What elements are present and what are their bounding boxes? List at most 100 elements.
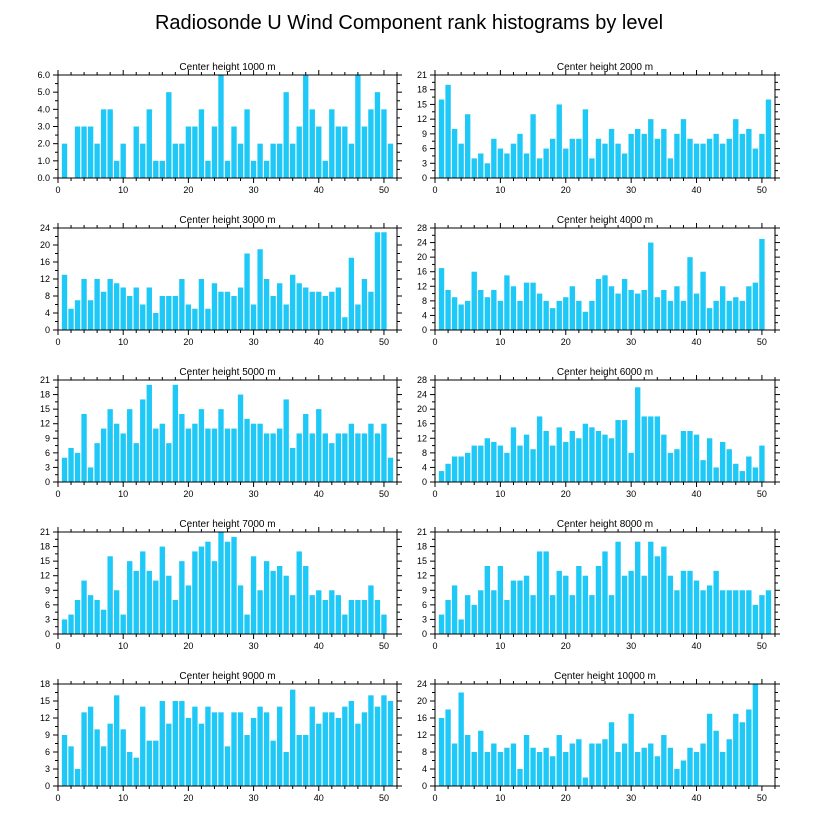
bar <box>602 143 608 178</box>
bar <box>114 160 120 178</box>
bar <box>322 296 328 330</box>
bar <box>628 570 634 634</box>
bar <box>316 723 322 786</box>
bar <box>133 443 139 482</box>
bar <box>224 291 231 330</box>
bar <box>348 423 355 482</box>
bar <box>368 291 374 330</box>
bar <box>257 590 263 634</box>
bar <box>355 304 361 330</box>
x-tick-label: 40 <box>314 793 324 803</box>
bar <box>218 75 224 178</box>
bar <box>765 590 772 634</box>
bar <box>100 746 107 786</box>
bar <box>491 743 497 786</box>
bar <box>530 114 536 178</box>
bar <box>205 541 211 634</box>
bar <box>635 752 641 786</box>
bar <box>244 109 250 178</box>
y-tick-label: 21 <box>40 375 50 385</box>
panel-title: Center height 10000 m <box>554 671 656 682</box>
bar <box>635 293 641 330</box>
y-tick-label: 1.0 <box>37 156 50 166</box>
bar <box>290 143 296 178</box>
bar <box>381 109 387 178</box>
bar <box>303 566 309 634</box>
bar <box>374 232 381 330</box>
bar <box>290 689 296 786</box>
bar <box>231 712 237 786</box>
bar <box>530 449 536 482</box>
panels-group: Center height 1000 m 0.0 1.0 2.0 3.0 4.0 5.0 6.… <box>37 62 780 803</box>
bar <box>720 752 726 786</box>
bar <box>218 532 224 634</box>
x-tick-label: 50 <box>379 489 389 499</box>
bar <box>530 282 536 330</box>
x-tick-label: 40 <box>692 641 702 651</box>
panel-8: Center height 8000 m 0 3 6 9 12 15 18 21 0 10 20 30 4… <box>417 519 780 651</box>
y-tick-label: 6 <box>45 747 50 757</box>
bar <box>283 92 289 178</box>
bar <box>185 428 192 482</box>
y-tick-label: 18 <box>40 390 50 400</box>
bar <box>153 740 159 786</box>
bar <box>720 143 726 178</box>
bar <box>303 75 309 178</box>
y-tick-label: 4 <box>422 310 427 320</box>
bar <box>713 133 719 178</box>
bar <box>536 551 543 634</box>
bar <box>166 92 172 178</box>
bar <box>198 279 205 330</box>
bar <box>595 566 602 634</box>
bar <box>296 433 302 482</box>
bar <box>185 718 192 786</box>
bar <box>250 423 257 482</box>
bar <box>374 92 381 178</box>
x-tick-label: 40 <box>692 185 702 195</box>
bar <box>120 143 126 178</box>
bar <box>250 160 257 178</box>
bar <box>569 743 575 786</box>
bar <box>322 160 328 178</box>
bar <box>296 126 302 178</box>
bar <box>133 757 139 786</box>
y-tick-label: 12 <box>40 713 50 723</box>
bar <box>61 735 68 786</box>
bar <box>706 438 713 482</box>
bar <box>61 143 68 178</box>
bar <box>582 777 589 786</box>
bar <box>726 449 732 482</box>
bar <box>595 279 602 330</box>
bar <box>263 160 270 178</box>
bar <box>374 600 381 634</box>
bar <box>276 706 283 786</box>
bar <box>680 570 687 634</box>
bar <box>680 119 687 178</box>
bar <box>504 452 510 482</box>
bar <box>589 743 595 786</box>
bar <box>602 551 608 634</box>
bar <box>270 296 276 330</box>
bar <box>543 431 549 482</box>
y-tick-label: 3 <box>422 614 427 624</box>
x-tick-label: 30 <box>249 793 259 803</box>
bar <box>290 274 296 330</box>
bar <box>205 160 211 178</box>
bar <box>270 570 276 634</box>
bar <box>451 585 458 634</box>
bar <box>309 595 315 634</box>
x-tick-label: 10 <box>118 641 128 651</box>
x-tick-label: 20 <box>561 641 571 651</box>
bar <box>127 296 133 330</box>
panel-title: Center height 1000 m <box>179 62 275 73</box>
y-tick-label: 8 <box>45 291 50 301</box>
bar <box>316 126 322 178</box>
bar <box>733 463 739 482</box>
bar <box>458 143 464 178</box>
bar <box>355 723 361 786</box>
bar <box>361 126 368 178</box>
bar <box>654 756 660 786</box>
bar <box>635 541 641 634</box>
bar <box>621 153 628 178</box>
x-tick-label: 20 <box>183 793 193 803</box>
